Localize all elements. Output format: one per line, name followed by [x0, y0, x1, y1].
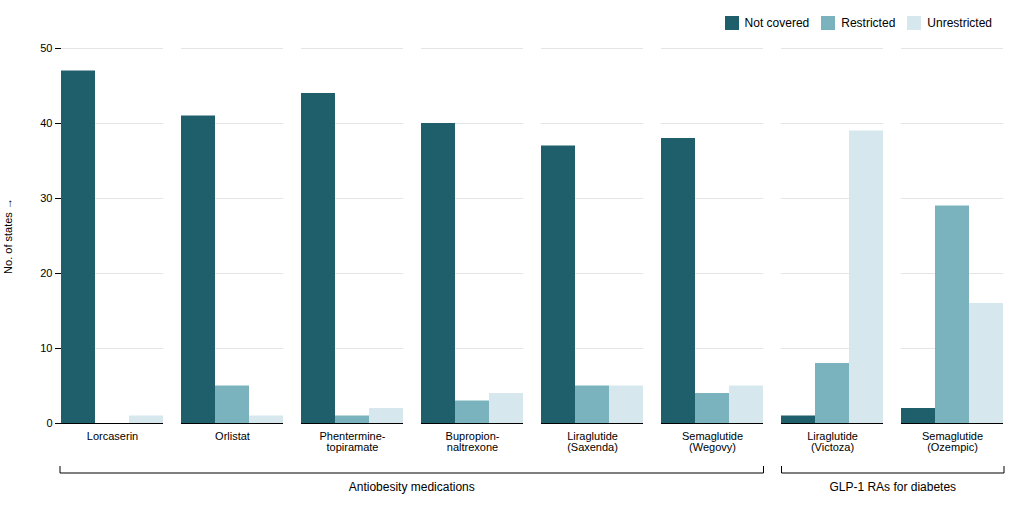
svg-text:Liraglutide(Victoza): Liraglutide(Victoza)	[807, 430, 858, 453]
svg-text:40: 40	[40, 117, 52, 129]
svg-text:0: 0	[46, 417, 52, 429]
svg-text:Lorcaserin: Lorcaserin	[87, 430, 138, 442]
svg-text:20: 20	[40, 267, 52, 279]
html-text:Restricted: Restricted	[841, 15, 896, 30]
svg-text:Bupropion-naltrexone: Bupropion-naltrexone	[446, 430, 500, 453]
svg-text:Phentermine-topiramate: Phentermine-topiramate	[319, 430, 385, 453]
html-text:Not covered: Not covered	[744, 15, 810, 30]
svg-text:GLP-1 RAs for diabetes: GLP-1 RAs for diabetes	[829, 480, 956, 494]
svg-text:10: 10	[40, 342, 52, 354]
svg-text:Liraglutide(Saxenda): Liraglutide(Saxenda)	[567, 430, 618, 453]
svg-text:50: 50	[40, 42, 52, 54]
html-text:Unrestricted: Unrestricted	[927, 15, 992, 30]
svg-text:30: 30	[40, 192, 52, 204]
svg-text:Antiobesity medications: Antiobesity medications	[349, 480, 475, 494]
svg-text:Semaglutide(Wegovy): Semaglutide(Wegovy)	[682, 430, 743, 453]
svg-text:No. of states →: No. of states →	[2, 198, 14, 274]
svg-text:Semaglutide(Ozempic): Semaglutide(Ozempic)	[922, 430, 983, 453]
svg-text:Orlistat: Orlistat	[215, 430, 250, 442]
